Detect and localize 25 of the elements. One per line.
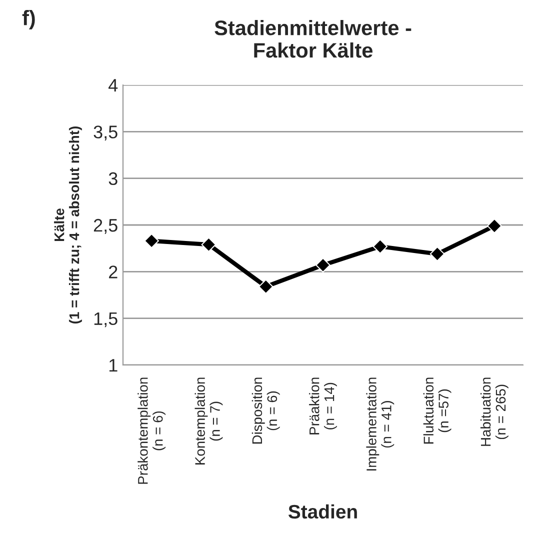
point (487, 218, 502, 234)
y-tick-label: 3 (108, 172, 118, 186)
point (430, 246, 445, 262)
point (201, 237, 216, 252)
point (258, 279, 274, 294)
y-tick-label: 2,5 (94, 218, 118, 234)
chart-title: Stadienmittelwerte - Faktor Kälte (214, 20, 412, 58)
text: f) (22, 10, 35, 30)
point (316, 258, 330, 273)
x-tick-label: Präaktion (n = 14) (309, 378, 337, 434)
x-tick-label: Kontemplation (n = 7) (194, 378, 223, 464)
x-tick-label: Disposition (n = 6) (252, 378, 280, 444)
y-axis-title: Kälte (1 = trifft zu; 4 = absolut nicht) (54, 126, 82, 324)
x-tick-label: Habituation (n = 265) (480, 378, 508, 446)
y-tick-label: 1 (109, 359, 118, 372)
y-tick-label: 4 (108, 79, 118, 92)
x-tick-label: Fluktuation (n =57) (423, 378, 452, 444)
y-tick-label: 1,5 (94, 312, 118, 328)
y-tick-label: 3,5 (94, 126, 118, 141)
point (144, 233, 159, 248)
x-axis-title: Stadien (288, 504, 357, 519)
x-tick-label: Implementation (n = 41) (366, 378, 394, 470)
x-tick-label: Präkontemplation (n = 6) (138, 378, 166, 484)
point (372, 239, 388, 254)
y-tick-label: 2 (109, 266, 118, 278)
